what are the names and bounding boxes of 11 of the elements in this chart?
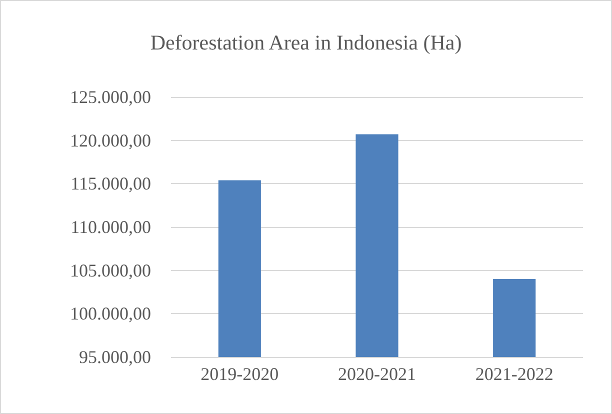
x-tick-label: 2021-2022	[475, 364, 554, 384]
y-tick-label: 120.000,00	[70, 130, 151, 150]
y-tick-label: 95.000,00	[79, 347, 151, 367]
y-tick-label: 110.000,00	[70, 217, 151, 237]
x-tick-label: 2020-2021	[338, 364, 416, 384]
chart-title: Deforestation Area in Indonesia (Ha)	[150, 30, 462, 54]
y-tick-label: 115.000,00	[70, 174, 151, 194]
y-tick-label: 125.000,00	[70, 87, 151, 107]
x-tick-label: 2019-2020	[200, 364, 279, 384]
y-tick-label: 105.000,00	[70, 260, 151, 280]
y-tick-label: 100.000,00	[70, 304, 151, 324]
